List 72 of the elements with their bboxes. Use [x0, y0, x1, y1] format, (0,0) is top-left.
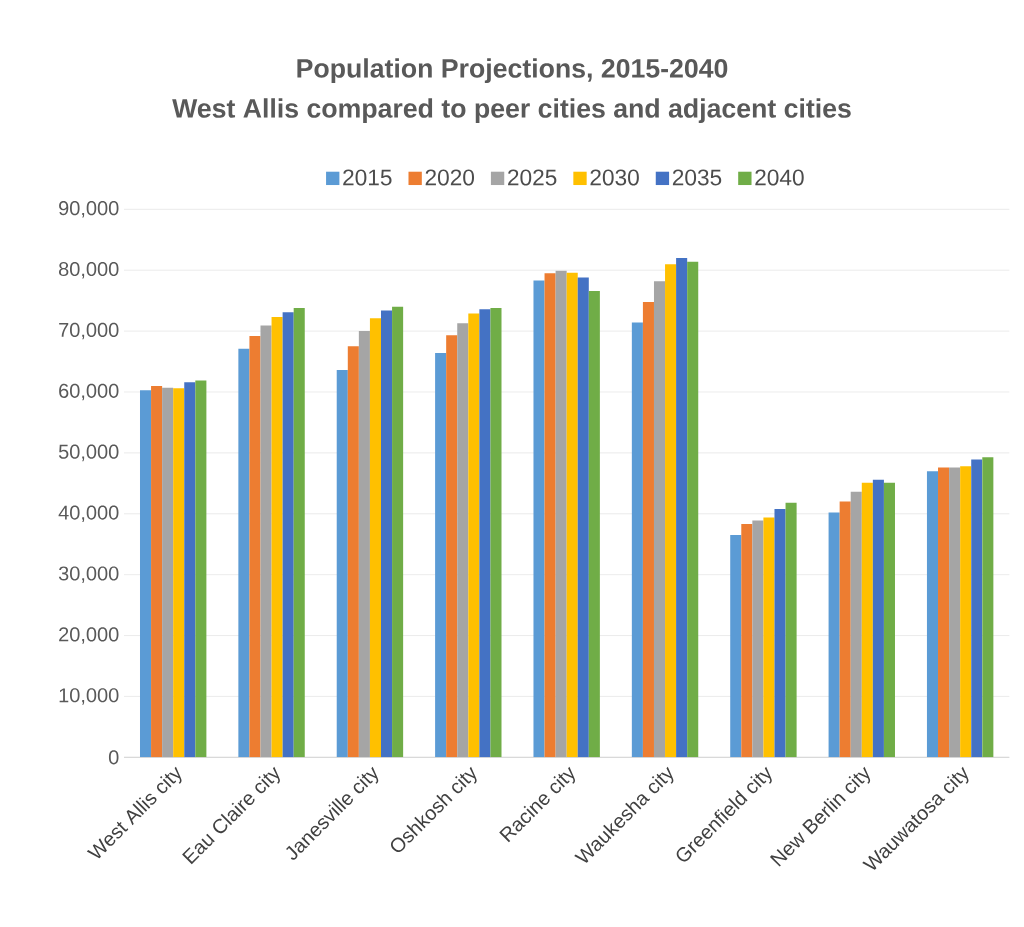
y-tick-label: 10,000 — [59, 688, 119, 705]
bar — [293, 308, 305, 758]
bar — [566, 272, 578, 758]
bar — [162, 387, 174, 758]
bar — [949, 467, 961, 758]
bar — [653, 281, 666, 758]
bar — [642, 302, 654, 758]
chart-title: Population Projections, 2015-2040 — [297, 58, 728, 84]
bar — [347, 346, 359, 758]
bar — [774, 509, 786, 758]
bar — [839, 501, 851, 758]
bar — [533, 280, 545, 758]
bar — [282, 312, 294, 758]
y-tick-label: 70,000 — [59, 323, 119, 340]
y-tick-label: 30,000 — [58, 566, 119, 584]
legend-label: 2040 — [755, 169, 804, 186]
bar — [139, 390, 152, 758]
bar — [555, 270, 567, 758]
y-tick-label: 20,000 — [59, 627, 119, 644]
bar — [195, 380, 207, 758]
bar — [872, 479, 884, 758]
bar — [785, 502, 797, 758]
bar — [971, 459, 983, 758]
bar — [260, 325, 272, 758]
bar — [676, 258, 688, 758]
bar — [271, 317, 283, 758]
bar — [861, 482, 873, 758]
y-tick-label: 90,000 — [59, 201, 119, 218]
bar — [173, 388, 185, 758]
bar — [926, 471, 939, 758]
bar — [457, 323, 469, 758]
y-tick-label: 50,000 — [58, 444, 119, 462]
legend-label: 2030 — [590, 169, 639, 186]
bar — [938, 467, 950, 758]
bar — [446, 335, 458, 758]
bar — [982, 457, 994, 758]
bar — [392, 306, 404, 758]
bar — [631, 322, 643, 758]
bar — [577, 277, 589, 758]
bar — [850, 492, 862, 758]
bar — [479, 309, 491, 758]
bar — [687, 261, 699, 758]
bar — [381, 310, 393, 758]
bar — [828, 512, 840, 758]
bar — [184, 382, 196, 758]
bar — [763, 517, 775, 758]
chart-subtitle: West Allis compared to peer cities and adjacent cities — [172, 98, 851, 124]
bar — [960, 466, 972, 758]
bar — [544, 273, 556, 758]
bar — [468, 313, 480, 758]
bar — [883, 482, 895, 758]
bar — [752, 520, 764, 758]
legend-label: 2015 — [343, 169, 392, 186]
legend-label: 2035 — [672, 169, 722, 186]
y-tick-label: 60,000 — [59, 383, 119, 401]
legend-label: 2025 — [508, 169, 557, 186]
bar — [151, 386, 163, 758]
bar — [435, 353, 447, 758]
bar — [588, 291, 600, 758]
y-tick-label: 40,000 — [58, 505, 119, 523]
bar — [358, 331, 370, 758]
y-tick-label: 80,000 — [59, 262, 119, 279]
bar — [249, 336, 261, 758]
legend-label: 2020 — [425, 169, 475, 186]
bar — [336, 370, 348, 758]
bar — [741, 524, 753, 758]
bar — [665, 264, 677, 758]
bar — [490, 308, 502, 758]
y-tick-label: 0 — [108, 750, 119, 765]
bar — [369, 318, 381, 758]
bar — [238, 348, 250, 758]
bar — [730, 535, 742, 758]
